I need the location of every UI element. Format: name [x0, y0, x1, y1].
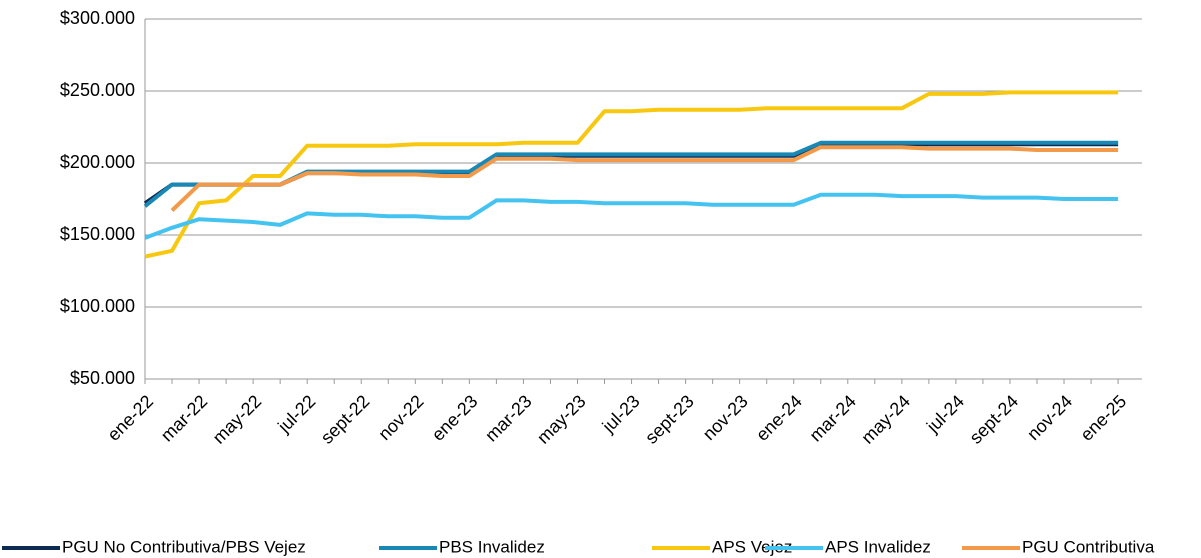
x-tick-label: nov-23 — [699, 391, 752, 444]
y-tick-label: $50.000 — [70, 368, 135, 388]
legend-label: PBS Invalidez — [439, 537, 545, 556]
legend-label: PGU Contributiva — [1022, 537, 1155, 556]
legend-label: APS Vejez — [712, 537, 792, 556]
x-tick-label: sept-23 — [641, 391, 698, 448]
x-tick-label: jul-24 — [922, 391, 968, 437]
series-line — [170, 145, 1119, 212]
x-tick-label: sept-22 — [317, 391, 374, 448]
x-tick-label: nov-24 — [1023, 391, 1076, 444]
series-line — [144, 90, 1119, 259]
y-tick-label: $250.000 — [60, 80, 135, 100]
x-tick-label: ene-22 — [103, 391, 157, 445]
x-tick-label: may-22 — [209, 391, 266, 448]
x-tick-label: mar-22 — [157, 391, 211, 445]
y-tick-label: $100.000 — [60, 296, 135, 316]
x-tick-label: sept-24 — [966, 391, 1023, 448]
x-tick-label: ene-25 — [1076, 391, 1130, 445]
legend-label: PGU No Contributiva/PBS Vejez — [62, 537, 306, 556]
x-tick-label: ene-23 — [428, 391, 482, 445]
x-tick-label: ene-24 — [752, 391, 806, 445]
y-tick-label: $200.000 — [60, 152, 135, 172]
x-tick-label: may-23 — [533, 391, 590, 448]
y-tick-label: $150.000 — [60, 224, 135, 244]
legend-label: APS Invalidez — [825, 537, 931, 556]
x-tick-label: may-24 — [857, 391, 914, 448]
y-tick-label: $300.000 — [60, 8, 135, 28]
x-tick-label: mar-23 — [481, 391, 535, 445]
series-line — [144, 192, 1119, 240]
x-tick-label: nov-22 — [374, 391, 427, 444]
x-tick-label: jul-22 — [273, 391, 319, 437]
x-tick-label: mar-24 — [806, 391, 860, 445]
x-tick-label: jul-23 — [598, 391, 644, 437]
